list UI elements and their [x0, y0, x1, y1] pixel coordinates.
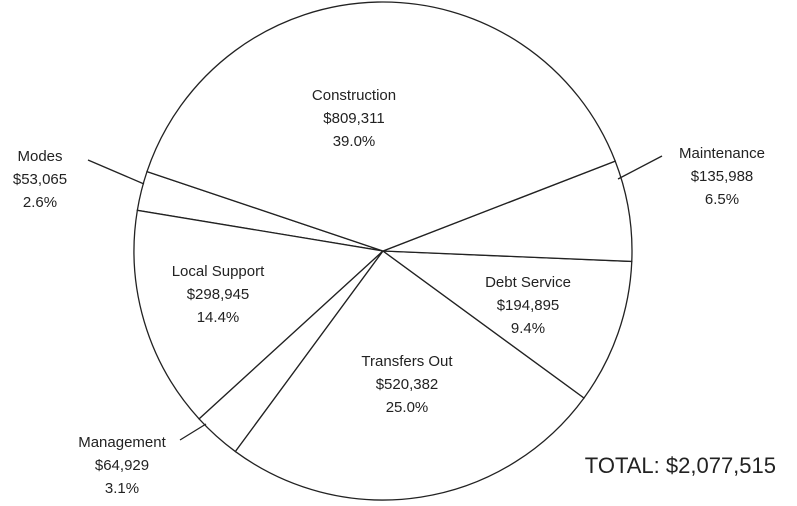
slice-name: Management — [78, 434, 166, 451]
slice-name: Construction — [312, 87, 396, 104]
total-label: TOTAL: $2,077,515 — [585, 453, 776, 478]
slice-value-label: $520,382 — [376, 376, 439, 393]
slice-value-label: $809,311 — [323, 110, 384, 127]
slice-name: Local Support — [172, 263, 265, 280]
slice-name: Transfers Out — [361, 353, 453, 370]
slice-percent-label: 6.5% — [705, 191, 739, 208]
slice-percent-label: 39.0% — [333, 133, 376, 150]
leader-line — [87, 159, 145, 185]
slice-value-label: $64,929 — [95, 457, 149, 474]
slice-percent-label: 9.4% — [511, 320, 545, 337]
pie-slice — [146, 1, 617, 252]
pie-slice — [380, 250, 633, 399]
slice-name: Debt Service — [485, 274, 571, 291]
leader-line — [617, 155, 663, 180]
slice-value-label: $53,065 — [13, 171, 67, 188]
pie-slice — [234, 250, 585, 501]
slice-percent-label: 14.4% — [197, 309, 240, 326]
slice-percent-label: 3.1% — [105, 480, 139, 497]
pie-slice — [133, 209, 385, 420]
leader-line — [179, 423, 207, 441]
slice-value-label: $135,988 — [691, 168, 754, 185]
slice-value-label: $194,895 — [497, 297, 560, 314]
slice-name: Maintenance — [679, 145, 765, 162]
slice-percent-label: 25.0% — [386, 399, 429, 416]
slice-value-label: $298,945 — [187, 286, 250, 303]
slice-name: Modes — [17, 148, 62, 165]
slice-percent-label: 2.6% — [23, 194, 57, 211]
